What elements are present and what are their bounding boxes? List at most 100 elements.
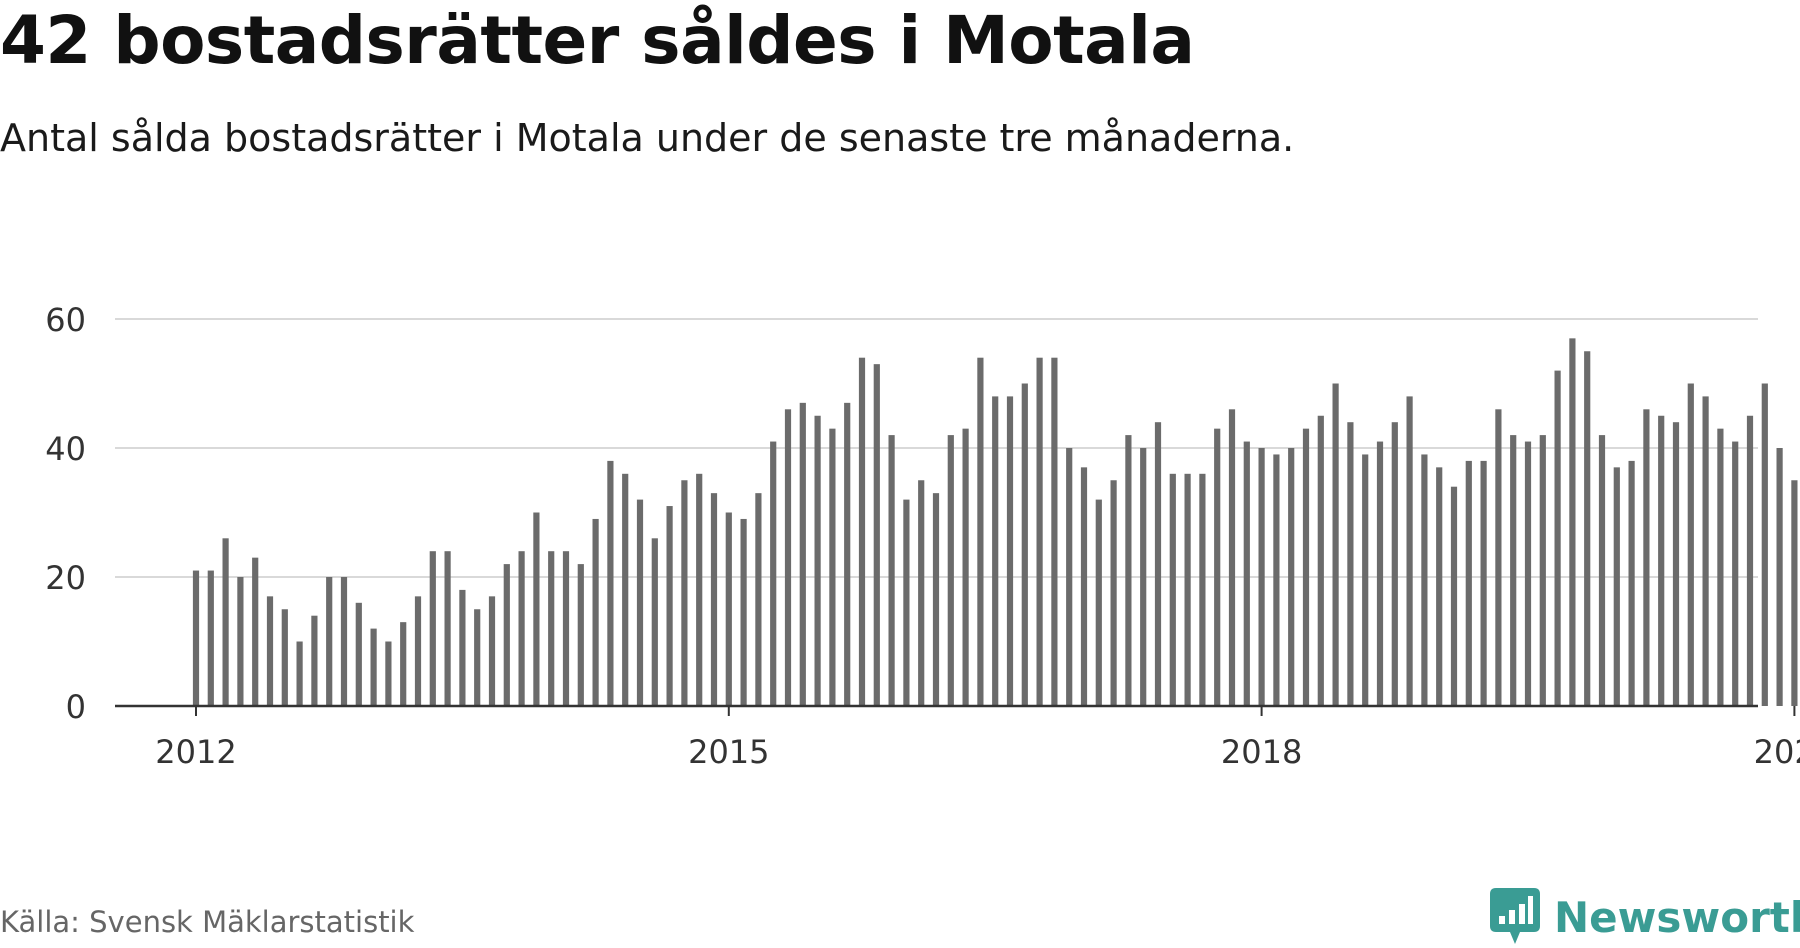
bar [474,609,481,706]
bar [1450,486,1458,706]
bar [192,570,200,706]
bar [1746,415,1754,706]
bar [281,609,288,706]
bar [1125,435,1132,706]
bar [651,538,658,706]
x-tick-label: 2015 [688,733,769,771]
bar [888,435,895,706]
bar [725,512,732,706]
bar [740,518,747,706]
bar [1140,448,1147,706]
x-tick-label: 2012 [155,733,236,771]
bar [311,615,318,706]
bar [1036,357,1043,706]
bar [947,435,954,706]
bar [1480,460,1487,706]
bar [266,596,274,706]
bar [385,641,392,706]
y-tick-label: 0 [66,688,86,726]
bar [1658,415,1665,706]
bar [696,473,703,706]
bar [636,499,644,706]
bar [1288,448,1295,706]
bar [1199,473,1206,706]
y-tick-label: 40 [45,430,86,468]
bar [1376,441,1384,706]
bar [488,596,496,706]
bar [932,493,940,706]
bar [799,402,806,706]
bar [977,357,984,706]
chart-subtitle: Antal sålda bostadsrätter i Motala under… [0,116,1295,160]
bar [710,493,718,706]
bar [1317,415,1324,706]
bar [1465,460,1472,706]
bar [1761,383,1768,706]
bar [296,641,303,706]
bar [1302,428,1310,706]
bar [1110,480,1117,706]
bar [1214,428,1221,706]
bar [1095,499,1102,706]
y-tick-label: 20 [45,559,86,597]
bar [1791,480,1798,706]
bar [844,402,851,706]
bar [1169,473,1176,706]
bar [518,551,525,706]
bar [784,409,792,706]
bar [533,512,540,706]
bar-chart: 02040602012201520182021202342 [45,301,1800,771]
bar [1258,448,1265,706]
bar [444,551,451,706]
bar [1776,448,1783,706]
bar [1628,460,1635,706]
bar [1006,396,1014,706]
bar [355,602,362,706]
bar [429,551,436,706]
bar [1391,422,1398,706]
bar [237,577,244,706]
bar [1080,467,1088,706]
bar [1643,409,1650,706]
bar [681,480,688,706]
bar [918,480,925,706]
newsworthy-logo-icon [1490,888,1540,944]
bar [459,589,466,706]
bar [1051,357,1058,706]
bar [1732,441,1739,706]
bar [1362,454,1369,706]
bar [1066,448,1073,706]
bar [400,622,407,706]
bar [1717,428,1724,706]
bar [873,364,880,706]
bar [1702,396,1709,706]
bar [1021,383,1028,706]
bar [252,557,259,706]
bar [755,493,762,706]
brand-logo[interactable]: Newsworthy [1490,888,1800,946]
bar [829,428,836,706]
bar [1436,467,1443,706]
bar [592,518,599,706]
bar [1406,396,1413,706]
bar [903,499,910,706]
x-tick-label: 2021 [1754,733,1800,771]
bar [1495,409,1502,706]
bar [1554,370,1561,706]
bar [1524,441,1532,706]
source-note: Källa: Svensk Mäklarstatistik [0,905,415,939]
brand-name: Newsworthy [1554,892,1800,942]
bar [1228,409,1236,706]
bar [666,506,673,706]
bar [370,628,377,706]
bar [858,357,866,706]
bar [1569,338,1576,706]
bar [1510,435,1517,706]
bar [962,428,969,706]
bar [326,577,333,706]
bar [1539,435,1546,706]
bar [1687,383,1694,706]
bar [770,441,777,706]
bar [1672,422,1680,706]
x-tick-label: 2018 [1221,733,1302,771]
